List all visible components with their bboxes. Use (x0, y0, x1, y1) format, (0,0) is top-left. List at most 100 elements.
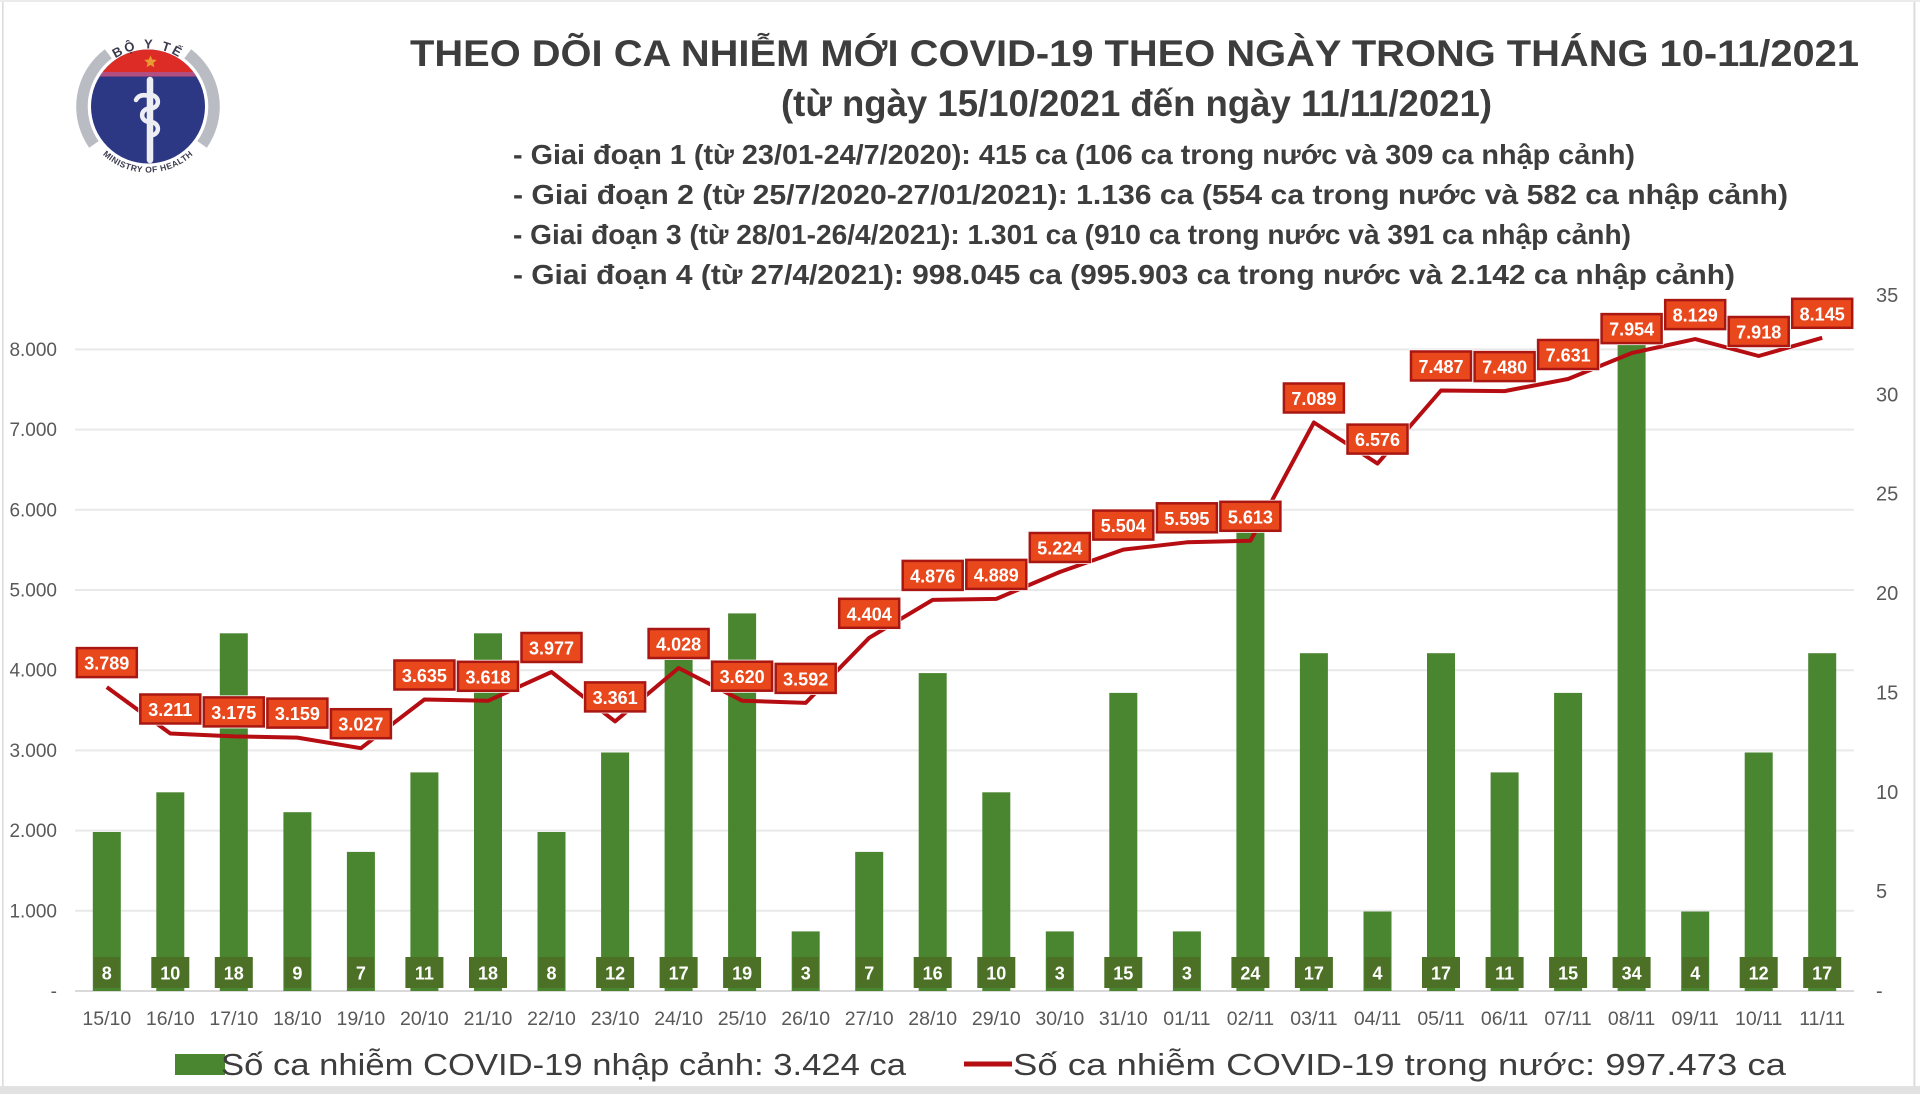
svg-text:11: 11 (1495, 964, 1514, 984)
svg-text:15/10: 15/10 (82, 1008, 131, 1030)
svg-text:8: 8 (102, 964, 112, 984)
svg-text:16/10: 16/10 (146, 1008, 195, 1030)
svg-text:19/10: 19/10 (336, 1008, 385, 1030)
svg-text:Số ca nhiễm COVID-19 trong nướ: Số ca nhiễm COVID-19 trong nước: 997.473… (1013, 1047, 1787, 1082)
svg-text:3: 3 (801, 964, 811, 984)
svg-text:- Giai đoạn 3 (từ 28/01-26/4/2: - Giai đoạn 3 (từ 28/01-26/4/2021): 1.30… (513, 219, 1631, 250)
svg-text:04/11: 04/11 (1354, 1008, 1401, 1030)
svg-text:10: 10 (1876, 782, 1898, 804)
svg-text:8.145: 8.145 (1800, 304, 1845, 324)
svg-text:17: 17 (669, 964, 689, 984)
svg-text:(từ ngày 15/10/2021 đến ngày 1: (từ ngày 15/10/2021 đến ngày 11/11/2021) (781, 83, 1492, 124)
svg-text:31/10: 31/10 (1099, 1008, 1148, 1030)
svg-text:15: 15 (1113, 964, 1133, 984)
svg-text:09/11: 09/11 (1672, 1008, 1719, 1030)
svg-text:03/11: 03/11 (1290, 1008, 1337, 1030)
svg-text:21/10: 21/10 (464, 1008, 513, 1030)
svg-text:17: 17 (1431, 964, 1451, 984)
svg-text:4.000: 4.000 (9, 661, 57, 682)
svg-text:5.613: 5.613 (1228, 507, 1273, 527)
svg-text:34: 34 (1622, 964, 1642, 984)
svg-text:3.159: 3.159 (275, 704, 320, 724)
svg-text:30/10: 30/10 (1035, 1008, 1084, 1030)
svg-text:08/11: 08/11 (1608, 1008, 1655, 1030)
svg-text:Số ca nhiễm COVID-19 nhập cảnh: Số ca nhiễm COVID-19 nhập cảnh: 3.424 ca (221, 1047, 907, 1082)
svg-text:5.000: 5.000 (9, 581, 57, 602)
svg-text:17: 17 (1304, 964, 1324, 984)
svg-text:7.631: 7.631 (1546, 346, 1591, 366)
svg-text:25: 25 (1876, 484, 1898, 506)
svg-text:7.480: 7.480 (1482, 358, 1527, 378)
svg-text:28/10: 28/10 (908, 1008, 957, 1030)
svg-text:20: 20 (1876, 583, 1898, 605)
svg-text:8.129: 8.129 (1673, 306, 1718, 326)
svg-text:- Giai đoạn 1 (từ 23/01-24/7/2: - Giai đoạn 1 (từ 23/01-24/7/2020): 415 … (513, 139, 1635, 170)
svg-text:3.620: 3.620 (720, 667, 765, 687)
svg-text:3.027: 3.027 (338, 715, 383, 735)
svg-text:35: 35 (1876, 285, 1898, 307)
svg-text:4: 4 (1690, 964, 1700, 984)
svg-text:1.000: 1.000 (9, 901, 57, 922)
svg-text:6.576: 6.576 (1355, 430, 1400, 450)
svg-text:26/10: 26/10 (781, 1008, 830, 1030)
svg-text:5: 5 (1876, 881, 1887, 903)
svg-text:3: 3 (1182, 964, 1192, 984)
svg-text:4.404: 4.404 (847, 604, 892, 624)
svg-text:3.618: 3.618 (465, 667, 510, 687)
svg-text:THEO DÕI CA NHIỄM MỚI COVID-19: THEO DÕI CA NHIỄM MỚI COVID-19 THEO NGÀY… (410, 32, 1859, 74)
svg-text:02/11: 02/11 (1227, 1008, 1274, 1030)
svg-text:3.977: 3.977 (529, 639, 574, 659)
svg-text:7.000: 7.000 (9, 420, 57, 441)
svg-text:2.000: 2.000 (9, 821, 57, 842)
svg-text:20/10: 20/10 (400, 1008, 449, 1030)
svg-text:17: 17 (1812, 964, 1832, 984)
svg-text:06/11: 06/11 (1481, 1008, 1528, 1030)
svg-text:11: 11 (415, 964, 434, 984)
svg-text:4.876: 4.876 (910, 566, 955, 586)
svg-text:10/11: 10/11 (1735, 1008, 1782, 1030)
svg-text:-: - (1876, 981, 1883, 1003)
svg-text:6.000: 6.000 (9, 500, 57, 521)
svg-text:01/11: 01/11 (1163, 1008, 1210, 1030)
svg-text:24: 24 (1240, 964, 1260, 984)
svg-text:18: 18 (224, 964, 244, 984)
svg-text:7.487: 7.487 (1418, 357, 1463, 377)
svg-text:4.889: 4.889 (974, 565, 1019, 585)
svg-text:25/10: 25/10 (718, 1008, 767, 1030)
svg-text:9: 9 (292, 964, 302, 984)
svg-text:30: 30 (1876, 384, 1898, 406)
svg-text:-: - (51, 982, 57, 1003)
svg-text:3.361: 3.361 (593, 688, 638, 708)
svg-text:12: 12 (605, 964, 625, 984)
svg-text:16: 16 (923, 964, 943, 984)
svg-text:- Giai đoạn 2 (từ 25/7/2020-27: - Giai đoạn 2 (từ 25/7/2020-27/01/2021):… (513, 179, 1788, 210)
svg-text:17/10: 17/10 (209, 1008, 258, 1030)
svg-text:7.954: 7.954 (1609, 320, 1654, 340)
svg-text:18: 18 (478, 964, 498, 984)
svg-text:05/11: 05/11 (1417, 1008, 1464, 1030)
svg-text:7: 7 (864, 964, 874, 984)
svg-text:3.592: 3.592 (783, 669, 828, 689)
svg-text:18/10: 18/10 (273, 1008, 322, 1030)
svg-text:4: 4 (1372, 964, 1382, 984)
svg-text:3.000: 3.000 (9, 741, 57, 762)
svg-text:8.000: 8.000 (9, 340, 57, 361)
svg-text:3.789: 3.789 (84, 654, 129, 674)
svg-text:23/10: 23/10 (591, 1008, 640, 1030)
svg-text:7.089: 7.089 (1291, 389, 1336, 409)
svg-text:29/10: 29/10 (972, 1008, 1021, 1030)
svg-text:3.635: 3.635 (402, 666, 447, 686)
svg-text:15: 15 (1558, 964, 1578, 984)
svg-text:3: 3 (1055, 964, 1065, 984)
svg-text:11/11: 11/11 (1799, 1008, 1845, 1030)
svg-text:5.504: 5.504 (1101, 516, 1146, 536)
svg-text:4.028: 4.028 (656, 635, 701, 655)
svg-text:8: 8 (546, 964, 556, 984)
svg-text:7: 7 (356, 964, 366, 984)
svg-text:24/10: 24/10 (654, 1008, 703, 1030)
svg-text:10: 10 (986, 964, 1006, 984)
svg-text:15: 15 (1876, 682, 1898, 704)
svg-text:10: 10 (160, 964, 180, 984)
svg-text:3.211: 3.211 (148, 700, 192, 720)
svg-text:5.224: 5.224 (1037, 539, 1082, 559)
